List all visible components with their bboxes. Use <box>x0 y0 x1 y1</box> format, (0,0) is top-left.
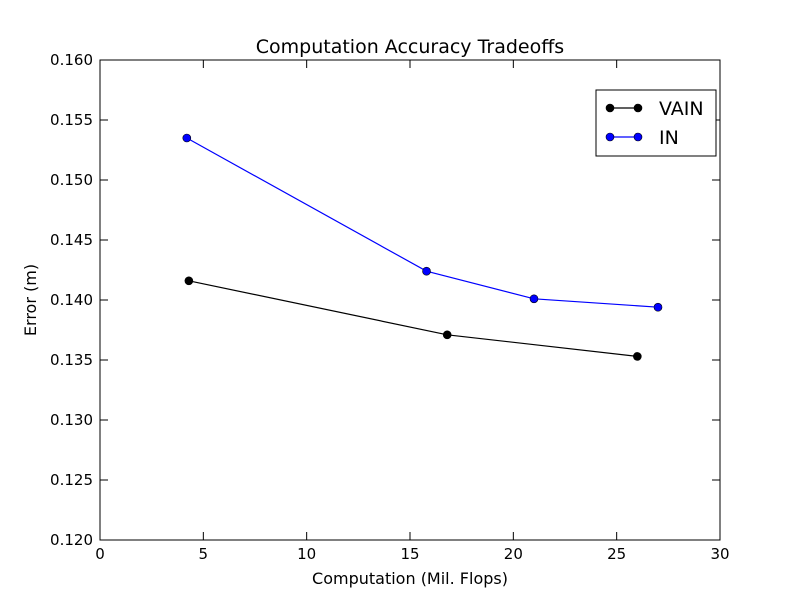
data-point-vain <box>633 352 642 361</box>
series-line-vain <box>188 280 638 357</box>
legend-marker-vain <box>633 103 643 113</box>
x-axis-label: Computation (Mil. Flops) <box>312 569 508 588</box>
x-tick-label: 5 <box>199 545 209 563</box>
y-tick-label: 0.120 <box>50 531 93 549</box>
axis-ticks: 0 5 10 15 20 25 30 0.120 0.125 0.130 0.135 0.140 0.1… <box>50 51 730 563</box>
x-tick-label: 25 <box>607 545 626 563</box>
legend-label-in: IN <box>659 127 679 149</box>
y-tick-label: 0.155 <box>50 111 93 129</box>
data-point-in <box>653 302 663 312</box>
data-point-vain <box>442 330 452 340</box>
y-tick-label: 0.130 <box>50 411 93 429</box>
legend-marker-in <box>605 132 615 142</box>
y-tick-label: 0.125 <box>50 471 93 489</box>
x-tick-label: 15 <box>400 545 419 563</box>
y-tick-label: 0.150 <box>50 171 93 189</box>
series-line-in <box>186 137 659 308</box>
legend-label-vain: VAIN <box>659 98 704 120</box>
data-point-in <box>422 266 431 276</box>
x-tick-label: 10 <box>297 545 316 563</box>
data-point-vain <box>184 276 194 286</box>
x-tick-label: 0 <box>95 545 105 563</box>
legend-marker-in <box>633 132 643 142</box>
data-point-in <box>529 294 539 304</box>
series-layer <box>182 133 663 361</box>
chart-title: Computation Accuracy Tradeoffs <box>256 36 564 58</box>
legend: VAIN IN <box>595 89 717 157</box>
y-tick-label: 0.135 <box>50 351 93 369</box>
y-tick-label: 0.145 <box>50 231 93 249</box>
x-tick-label: 20 <box>504 545 523 563</box>
y-tick-label: 0.160 <box>50 51 93 69</box>
y-axis-label: Error (m) <box>21 264 40 336</box>
legend-marker-vain <box>605 103 615 113</box>
y-tick-label: 0.140 <box>50 291 93 309</box>
data-point-in <box>182 133 192 143</box>
x-tick-label: 30 <box>710 545 729 563</box>
legend-box <box>595 89 717 157</box>
